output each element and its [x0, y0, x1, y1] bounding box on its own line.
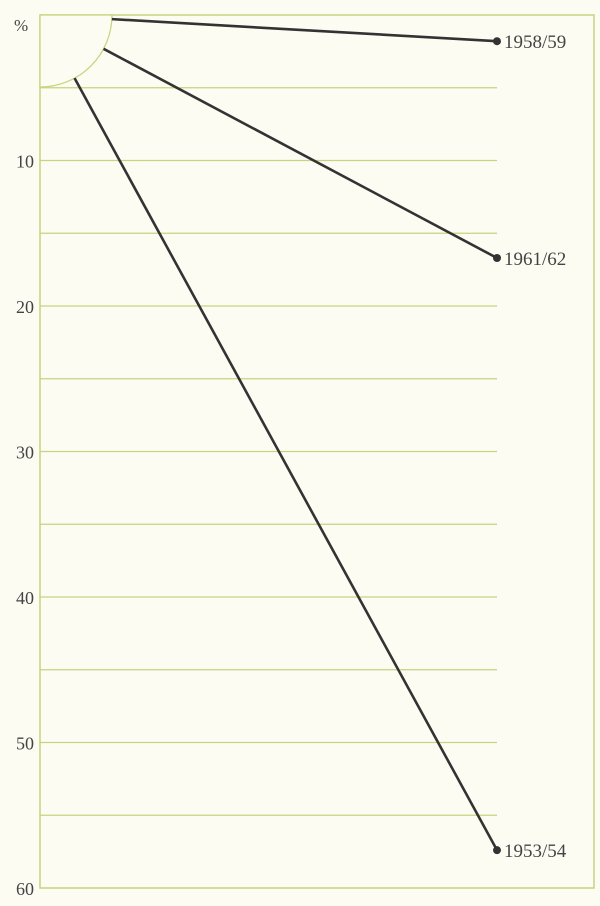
series-label: 1961/62: [504, 249, 566, 270]
origin-arc: [39, 14, 113, 88]
y-tick-label: 20: [16, 297, 34, 317]
series-label: 1953/54: [504, 841, 567, 862]
series-lines: 1958/59 1961/62 1953/54: [73, 17, 567, 862]
series-end-point: [493, 37, 501, 46]
y-tick-label: 60: [16, 879, 34, 899]
y-tick-labels: 10 20 30 40 50 60: [16, 152, 34, 900]
series-end-point: [493, 846, 501, 855]
y-axis-unit-label: %: [14, 16, 28, 35]
plot-frame: [39, 14, 595, 889]
y-tick-label: 30: [16, 443, 34, 463]
series-line: [111, 17, 498, 43]
y-tick-label: 40: [16, 588, 34, 608]
series-label: 1958/59: [504, 32, 566, 53]
grid-lines: [40, 87, 497, 816]
series-end-point: [493, 253, 501, 262]
series-line: [73, 77, 499, 851]
y-tick-label: 50: [16, 734, 34, 754]
y-tick-label: 10: [16, 152, 34, 172]
series-line: [102, 47, 498, 260]
